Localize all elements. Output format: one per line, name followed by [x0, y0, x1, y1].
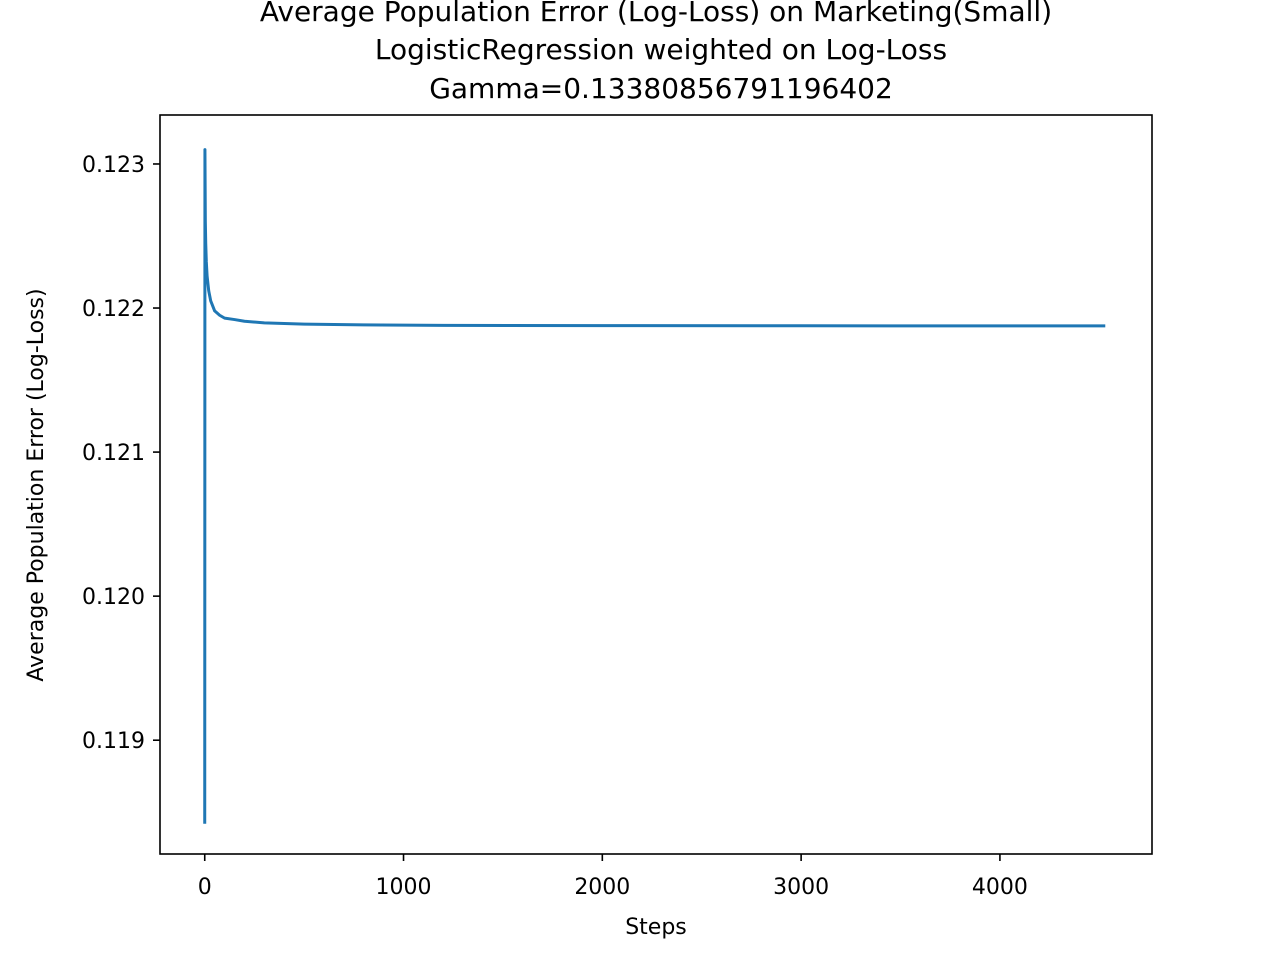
axes-frame [159, 114, 1153, 855]
title-line-3: Gamma=0.13380856791196402 [429, 72, 893, 105]
x-tick-label: 3000 [773, 875, 829, 900]
series-line-0 [203, 148, 1106, 824]
plot-area [159, 114, 1153, 855]
x-tick-label: 4000 [972, 875, 1028, 900]
y-tick-label: 0.119 [82, 729, 145, 754]
y-tick-label: 0.122 [82, 297, 145, 322]
y-tick-label: 0.121 [82, 441, 145, 466]
x-axis-ticks: 0 1000 2000 3000 4000 [198, 854, 1028, 900]
y-tick-label: 0.120 [82, 585, 145, 610]
x-tick-label: 1000 [376, 875, 432, 900]
x-tick-label: 0 [198, 875, 212, 900]
line-layer [203, 148, 1106, 824]
y-axis-label: Average Population Error (Log-Loss) [24, 288, 49, 681]
title-line-2: LogisticRegression weighted on Log-Loss [375, 33, 947, 66]
x-tick-label: 2000 [574, 875, 630, 900]
chart-title: Average Population Error (Log-Loss) on M… [260, 0, 1052, 105]
y-tick-label: 0.123 [82, 153, 145, 178]
x-axis-label: Steps [625, 915, 687, 940]
y-axis-ticks: 0.119 0.120 0.121 0.122 0.123 [82, 153, 160, 754]
title-line-1: Average Population Error (Log-Loss) on M… [260, 0, 1052, 28]
